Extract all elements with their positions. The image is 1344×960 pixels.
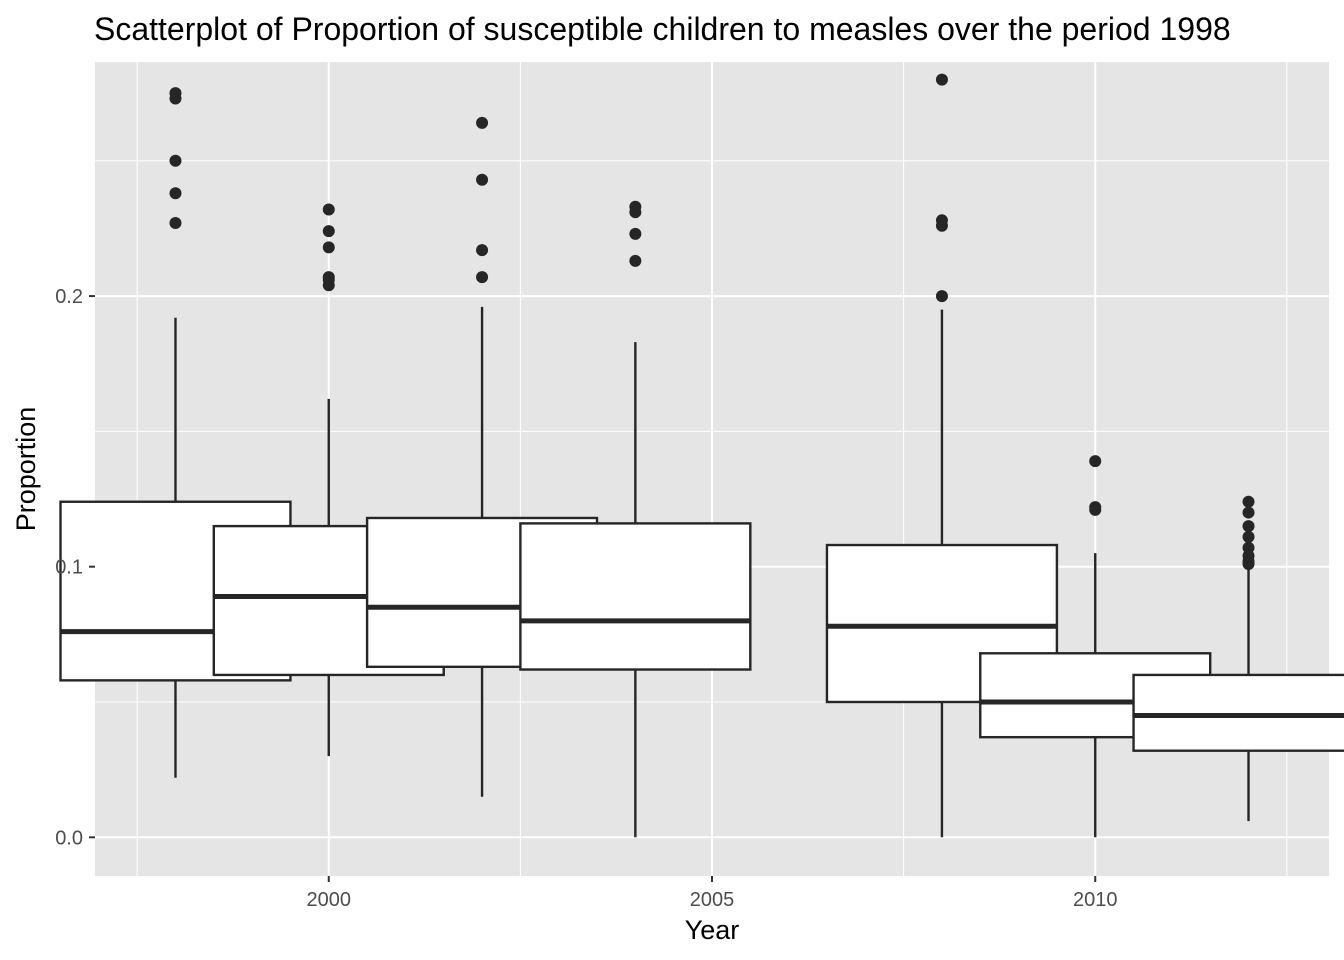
outlier-point [169, 154, 182, 167]
box-iqr [1132, 673, 1344, 752]
x-tick-label: 2005 [690, 889, 735, 911]
outlier-point [476, 173, 489, 186]
outlier-point [322, 279, 335, 292]
outlier-point [1089, 455, 1102, 468]
outlier-point [1089, 503, 1102, 516]
outlier-point [629, 227, 642, 240]
box-iqr [519, 522, 752, 671]
outlier-point [935, 219, 948, 232]
box-series [59, 73, 1344, 838]
outlier-point [169, 217, 182, 230]
outlier-point [1242, 506, 1255, 519]
y-tick-label: 0.0 [55, 827, 83, 849]
outlier-point [1242, 520, 1255, 533]
outlier-point [1242, 557, 1255, 570]
outlier-point [476, 244, 489, 257]
outlier-point [629, 254, 642, 267]
outlier-point [476, 271, 489, 284]
x-tick-label: 2010 [1073, 889, 1118, 911]
outlier-point [322, 225, 335, 238]
x-axis: 2000 2005 2010 [307, 876, 1118, 911]
outlier-point [1242, 495, 1255, 508]
x-tick-label: 2000 [307, 889, 352, 911]
x-axis-title: Year [685, 915, 740, 945]
outlier-point [935, 290, 948, 303]
y-tick-label: 0.2 [55, 286, 83, 308]
chart-title: Scatterplot of Proportion of susceptible… [94, 11, 1231, 47]
y-axis: 0.0 0.1 0.2 [55, 286, 95, 849]
box-group-2004 [519, 200, 752, 838]
outlier-point [476, 116, 489, 129]
box-group-2012 [1132, 495, 1344, 822]
outlier-point [169, 92, 182, 105]
y-axis-title: Proportion [11, 407, 41, 532]
outlier-point [935, 73, 948, 86]
outlier-point [322, 203, 335, 216]
outlier-point [169, 187, 182, 200]
y-tick-label: 0.1 [55, 557, 83, 579]
outlier-point [1242, 530, 1255, 543]
outlier-point [629, 206, 642, 219]
outlier-point [322, 241, 335, 254]
